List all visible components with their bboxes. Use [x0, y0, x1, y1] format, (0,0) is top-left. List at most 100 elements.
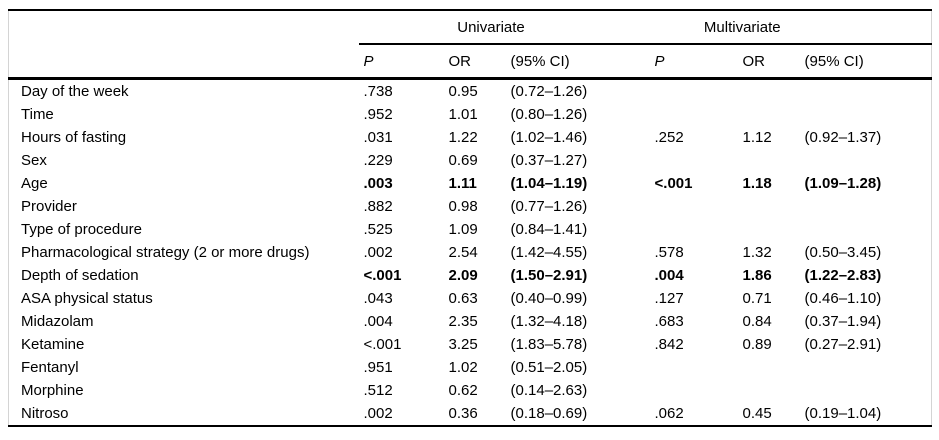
multivariate-ci-value [800, 103, 932, 126]
table-row: Sex .229 0.69 (0.37–1.27) [9, 149, 932, 172]
multivariate-p-value [650, 79, 738, 104]
multivariate-or-value: 0.45 [742, 405, 772, 422]
table-row: Pharmacological strategy (2 or more drug… [9, 241, 932, 264]
multivariate-p-value: .062 [654, 405, 684, 422]
row-label: Pharmacological strategy (2 or more drug… [21, 244, 310, 261]
multivariate-or-value: 1.12 [742, 129, 772, 146]
multivariate-or-value: 1.86 [742, 267, 772, 284]
multivariate-ci-value [800, 356, 932, 379]
univariate-ci-value: (0.77–1.26) [510, 198, 588, 215]
row-label: ASA physical status [21, 290, 153, 307]
univariate-or-value: 3.25 [448, 336, 478, 353]
empty-corner-cell [9, 10, 359, 44]
univariate-ci-value: (1.83–5.78) [510, 336, 588, 353]
table-row: Morphine .512 0.62 (0.14–2.63) [9, 379, 932, 402]
multivariate-ci-value: (0.19–1.04) [804, 405, 882, 422]
univariate-ci-value: (1.02–1.46) [510, 129, 588, 146]
multivariate-ci-value: (0.92–1.37) [804, 129, 882, 146]
univariate-ci-value: (0.14–2.63) [510, 382, 588, 399]
multivariate-ci-value: (0.46–1.10) [804, 290, 882, 307]
univariate-or-value: 1.02 [448, 359, 478, 376]
multivariate-or-value [738, 379, 800, 402]
univariate-ci-value: (0.37–1.27) [510, 152, 588, 169]
univariate-or-value: 2.54 [448, 244, 478, 261]
univariate-p-value: .738 [363, 83, 393, 100]
multivariate-ci-value: (0.27–2.91) [804, 336, 882, 353]
table-row: Hours of fasting .031 1.22 (1.02–1.46) .… [9, 126, 932, 149]
multivariate-or-value [738, 218, 800, 241]
empty-label-header [8, 44, 359, 80]
multivariate-or-value [738, 149, 800, 172]
univariate-p-value: .525 [363, 221, 393, 238]
multivariate-ci-value: (1.09–1.28) [804, 175, 882, 192]
row-label: Time [21, 106, 54, 123]
univariate-ci-value: (0.80–1.26) [510, 106, 588, 123]
multivariate-p-value: .578 [654, 244, 684, 261]
univariate-p-value: .512 [363, 382, 393, 399]
row-label: Midazolam [21, 313, 94, 330]
univariate-or-value: 0.62 [448, 382, 478, 399]
row-label: Fentanyl [21, 359, 79, 376]
univariate-or-value: 0.36 [448, 405, 478, 422]
table-row: Day of the week .738 0.95 (0.72–1.26) [9, 79, 932, 104]
univariate-ci-value: (0.72–1.26) [510, 83, 588, 100]
univariate-p-value: .004 [363, 313, 393, 330]
multivariate-p-value: .683 [654, 313, 684, 330]
row-label: Depth of sedation [21, 267, 139, 284]
multivariate-ci-value: (0.50–3.45) [804, 244, 882, 261]
multivariate-p-value [650, 149, 738, 172]
table-row: Midazolam .004 2.35 (1.32–4.18) .683 0.8… [9, 310, 932, 333]
column-header-row: P OR (95% CI) P OR (95% CI) [8, 44, 932, 80]
multivariate-ci-value [800, 218, 932, 241]
multivariate-p-value: .252 [654, 129, 684, 146]
univariate-p-value: .229 [363, 152, 393, 169]
multivariate-or-value [738, 79, 800, 104]
multivariate-or-value [738, 356, 800, 379]
univariate-ci-value: (0.18–0.69) [510, 405, 588, 422]
univariate-p-value: .031 [363, 129, 393, 146]
table-row: Fentanyl .951 1.02 (0.51–2.05) [9, 356, 932, 379]
univariate-or-value: 1.09 [448, 221, 478, 238]
univariate-p-value: <.001 [363, 267, 402, 284]
row-label: Day of the week [21, 83, 129, 100]
multivariate-or-value: 1.32 [742, 244, 772, 261]
group-header-row: Univariate Multivariate [9, 10, 932, 45]
multivariate-p-value: <.001 [654, 175, 693, 192]
univariate-or-value: 1.01 [448, 106, 478, 123]
multivariate-ci-value [800, 149, 932, 172]
row-label: Hours of fasting [21, 129, 127, 146]
row-label: Age [21, 175, 48, 192]
multivariate-ci-value [800, 379, 932, 402]
univariate-or-value: 2.35 [448, 313, 478, 330]
multivariate-ci-value: (0.37–1.94) [804, 313, 882, 330]
table-header: Univariate Multivariate P OR (95% CI) P … [8, 10, 932, 80]
univariate-group-header: Univariate [358, 10, 650, 45]
multivariate-p-value: .127 [654, 290, 684, 307]
univariate-p-value: .002 [363, 405, 393, 422]
multivariate-or-value [738, 195, 800, 218]
univariate-ci-value: (1.42–4.55) [510, 244, 588, 261]
multivariate-p-value [650, 218, 738, 241]
multivariate-p-value [650, 103, 738, 126]
multivariate-p-value: .004 [654, 267, 684, 284]
table-row: Type of procedure .525 1.09 (0.84–1.41) [9, 218, 932, 241]
multivariate-ci-value [800, 195, 932, 218]
multivariate-or-value [738, 103, 800, 126]
univariate-ci-value: (0.84–1.41) [510, 221, 588, 238]
univariate-or-value: 2.09 [448, 267, 478, 284]
multivariate-or-value: 1.18 [742, 175, 772, 192]
univariate-p-value: .882 [363, 198, 393, 215]
multivariate-p-header: P [649, 44, 738, 80]
table-body: Day of the week .738 0.95 (0.72–1.26) Ti… [9, 79, 932, 427]
multivariate-or-value: 0.71 [742, 290, 772, 307]
univariate-ci-header: (95% CI) [505, 44, 650, 80]
univariate-p-value: .951 [363, 359, 393, 376]
univariate-p-value: .003 [363, 175, 393, 192]
univariate-p-value: <.001 [363, 336, 402, 353]
table-row: Ketamine <.001 3.25 (1.83–5.78) .842 0.8… [9, 333, 932, 356]
univariate-p-value: .952 [363, 106, 393, 123]
table-row: Age .003 1.11 (1.04–1.19) <.001 1.18 (1.… [9, 172, 932, 195]
univariate-or-value: 1.22 [448, 129, 478, 146]
multivariate-ci-header: (95% CI) [799, 44, 932, 80]
univariate-p-value: .043 [363, 290, 393, 307]
